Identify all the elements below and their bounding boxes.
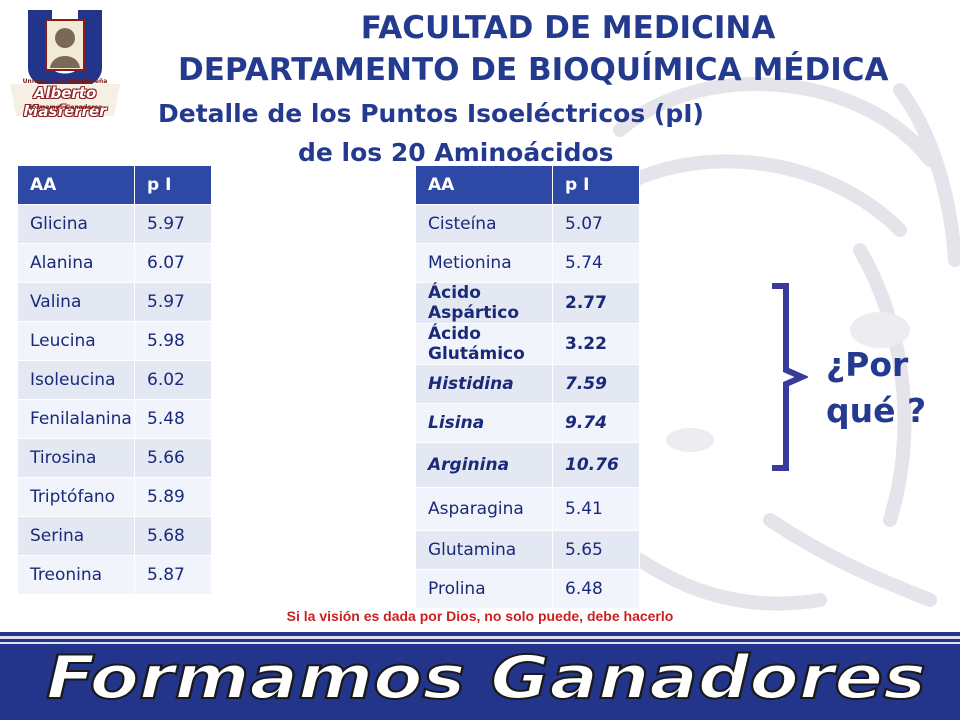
footer-slogan-text: Formamos Ganadores [46, 643, 926, 713]
aa-name-cell: Ácido Aspártico [415, 282, 553, 324]
table-row: Leucina 5.98 [17, 321, 212, 361]
table-row: Glutamina 5.65 [415, 530, 640, 570]
table-row: Asparagina 5.41 [415, 487, 640, 531]
aa-name-cell: Fenilalanina [17, 399, 135, 439]
aa-name-cell: Triptófano [17, 477, 135, 517]
logo-slogan-label: Formamos Ganadores [28, 104, 102, 111]
footer-banner [0, 632, 960, 720]
aa-name-cell: Valina [17, 282, 135, 322]
aa-name-cell: Ácido Glutámico [415, 323, 553, 365]
table-row: Triptófano 5.89 [17, 477, 212, 517]
footer-stripe [0, 642, 960, 644]
pi-value-cell: 5.74 [552, 243, 640, 283]
faculty-title: FACULTAD DE MEDICINA [360, 10, 776, 46]
slide-title-line2: de los 20 Aminoácidos [298, 138, 614, 167]
aa-name-cell: Asparagina [415, 487, 553, 531]
footer-slogan: Formamos Ganadores [45, 642, 927, 714]
table-row: Metionina 5.74 [415, 243, 640, 283]
table-header-row: AA p I [17, 165, 212, 205]
question-line2: qué ? [826, 391, 927, 430]
pi-value-cell: 5.66 [134, 438, 212, 478]
aa-name-cell: Prolina [415, 569, 553, 609]
table-row: Valina 5.97 [17, 282, 212, 322]
column-header-aa: AA [17, 165, 135, 205]
table-row-acidic: Ácido Glutámico 3.22 [415, 323, 640, 365]
table-row: Glicina 5.97 [17, 204, 212, 244]
question-line1: ¿Por [826, 345, 909, 384]
pi-value-cell: 5.68 [134, 516, 212, 556]
column-header-pi: p I [552, 165, 640, 205]
pi-value-cell: 9.74 [552, 403, 640, 443]
aa-name-cell: Cisteína [415, 204, 553, 244]
table-row-basic: Histidina 7.59 [415, 364, 640, 404]
aa-name-cell: Tirosina [17, 438, 135, 478]
aa-name-cell: Leucina [17, 321, 135, 361]
table-row: Tirosina 5.66 [17, 438, 212, 478]
pi-value-cell: 6.48 [552, 569, 640, 609]
table-row-basic: Arginina 10.76 [415, 442, 640, 488]
aa-name-cell: Alanina [17, 243, 135, 283]
pi-value-cell: 5.87 [134, 555, 212, 595]
amino-acid-table-right: AA p I Cisteína 5.07 Metionina 5.74 Ácido … [415, 165, 640, 609]
pi-value-cell: 6.02 [134, 360, 212, 400]
pi-value-cell: 10.76 [552, 442, 640, 488]
department-title: DEPARTAMENTO DE BIOQUÍMICA MÉDICA [178, 52, 889, 88]
logo-university-label: Universidad Salvadoreña [22, 78, 108, 85]
slide-title-line1: Detalle de los Puntos Isoeléctricos (pI) [158, 99, 704, 128]
pi-value-cell: 5.07 [552, 204, 640, 244]
amino-acid-table-left: AA p I Glicina 5.97 Alanina 6.07 Valina 5.9… [17, 165, 212, 595]
pi-value-cell: 5.48 [134, 399, 212, 439]
pi-value-cell: 7.59 [552, 364, 640, 404]
table-row: Isoleucina 6.02 [17, 360, 212, 400]
pi-value-cell: 5.41 [552, 487, 640, 531]
aa-name-cell: Glutamina [415, 530, 553, 570]
aa-name-cell: Treonina [17, 555, 135, 595]
table-header-row: AA p I [415, 165, 640, 205]
right-brace-icon [772, 283, 808, 471]
table-row: Treonina 5.87 [17, 555, 212, 595]
pi-value-cell: 2.77 [552, 282, 640, 324]
table-row-basic: Lisina 9.74 [415, 403, 640, 443]
column-header-aa: AA [415, 165, 553, 205]
aa-name-cell: Histidina [415, 364, 553, 404]
aa-name-cell: Arginina [415, 442, 553, 488]
footer-stripe [0, 636, 960, 639]
pi-value-cell: 5.97 [134, 204, 212, 244]
aa-name-cell: Serina [17, 516, 135, 556]
pi-value-cell: 5.98 [134, 321, 212, 361]
pi-value-cell: 3.22 [552, 323, 640, 365]
aa-name-cell: Lisina [415, 403, 553, 443]
logo-name-label: Alberto Masferrer [23, 84, 107, 120]
question-callout: ¿Por qué ? [826, 342, 926, 434]
table-row-acidic: Ácido Aspártico 2.77 [415, 282, 640, 324]
pi-value-cell: 5.89 [134, 477, 212, 517]
table-row: Serina 5.68 [17, 516, 212, 556]
table-row: Alanina 6.07 [17, 243, 212, 283]
table-row: Cisteína 5.07 [415, 204, 640, 244]
pi-value-cell: 5.65 [552, 530, 640, 570]
pi-value-cell: 5.97 [134, 282, 212, 322]
table-row: Prolina 6.48 [415, 569, 640, 609]
motto-text: Si la visión es dada por Dios, no solo p… [286, 608, 674, 624]
aa-name-cell: Metionina [415, 243, 553, 283]
column-header-pi: p I [134, 165, 212, 205]
aa-name-cell: Isoleucina [17, 360, 135, 400]
table-row: Fenilalanina 5.48 [17, 399, 212, 439]
aa-name-cell: Glicina [17, 204, 135, 244]
university-logo-icon [10, 10, 120, 116]
pi-value-cell: 6.07 [134, 243, 212, 283]
